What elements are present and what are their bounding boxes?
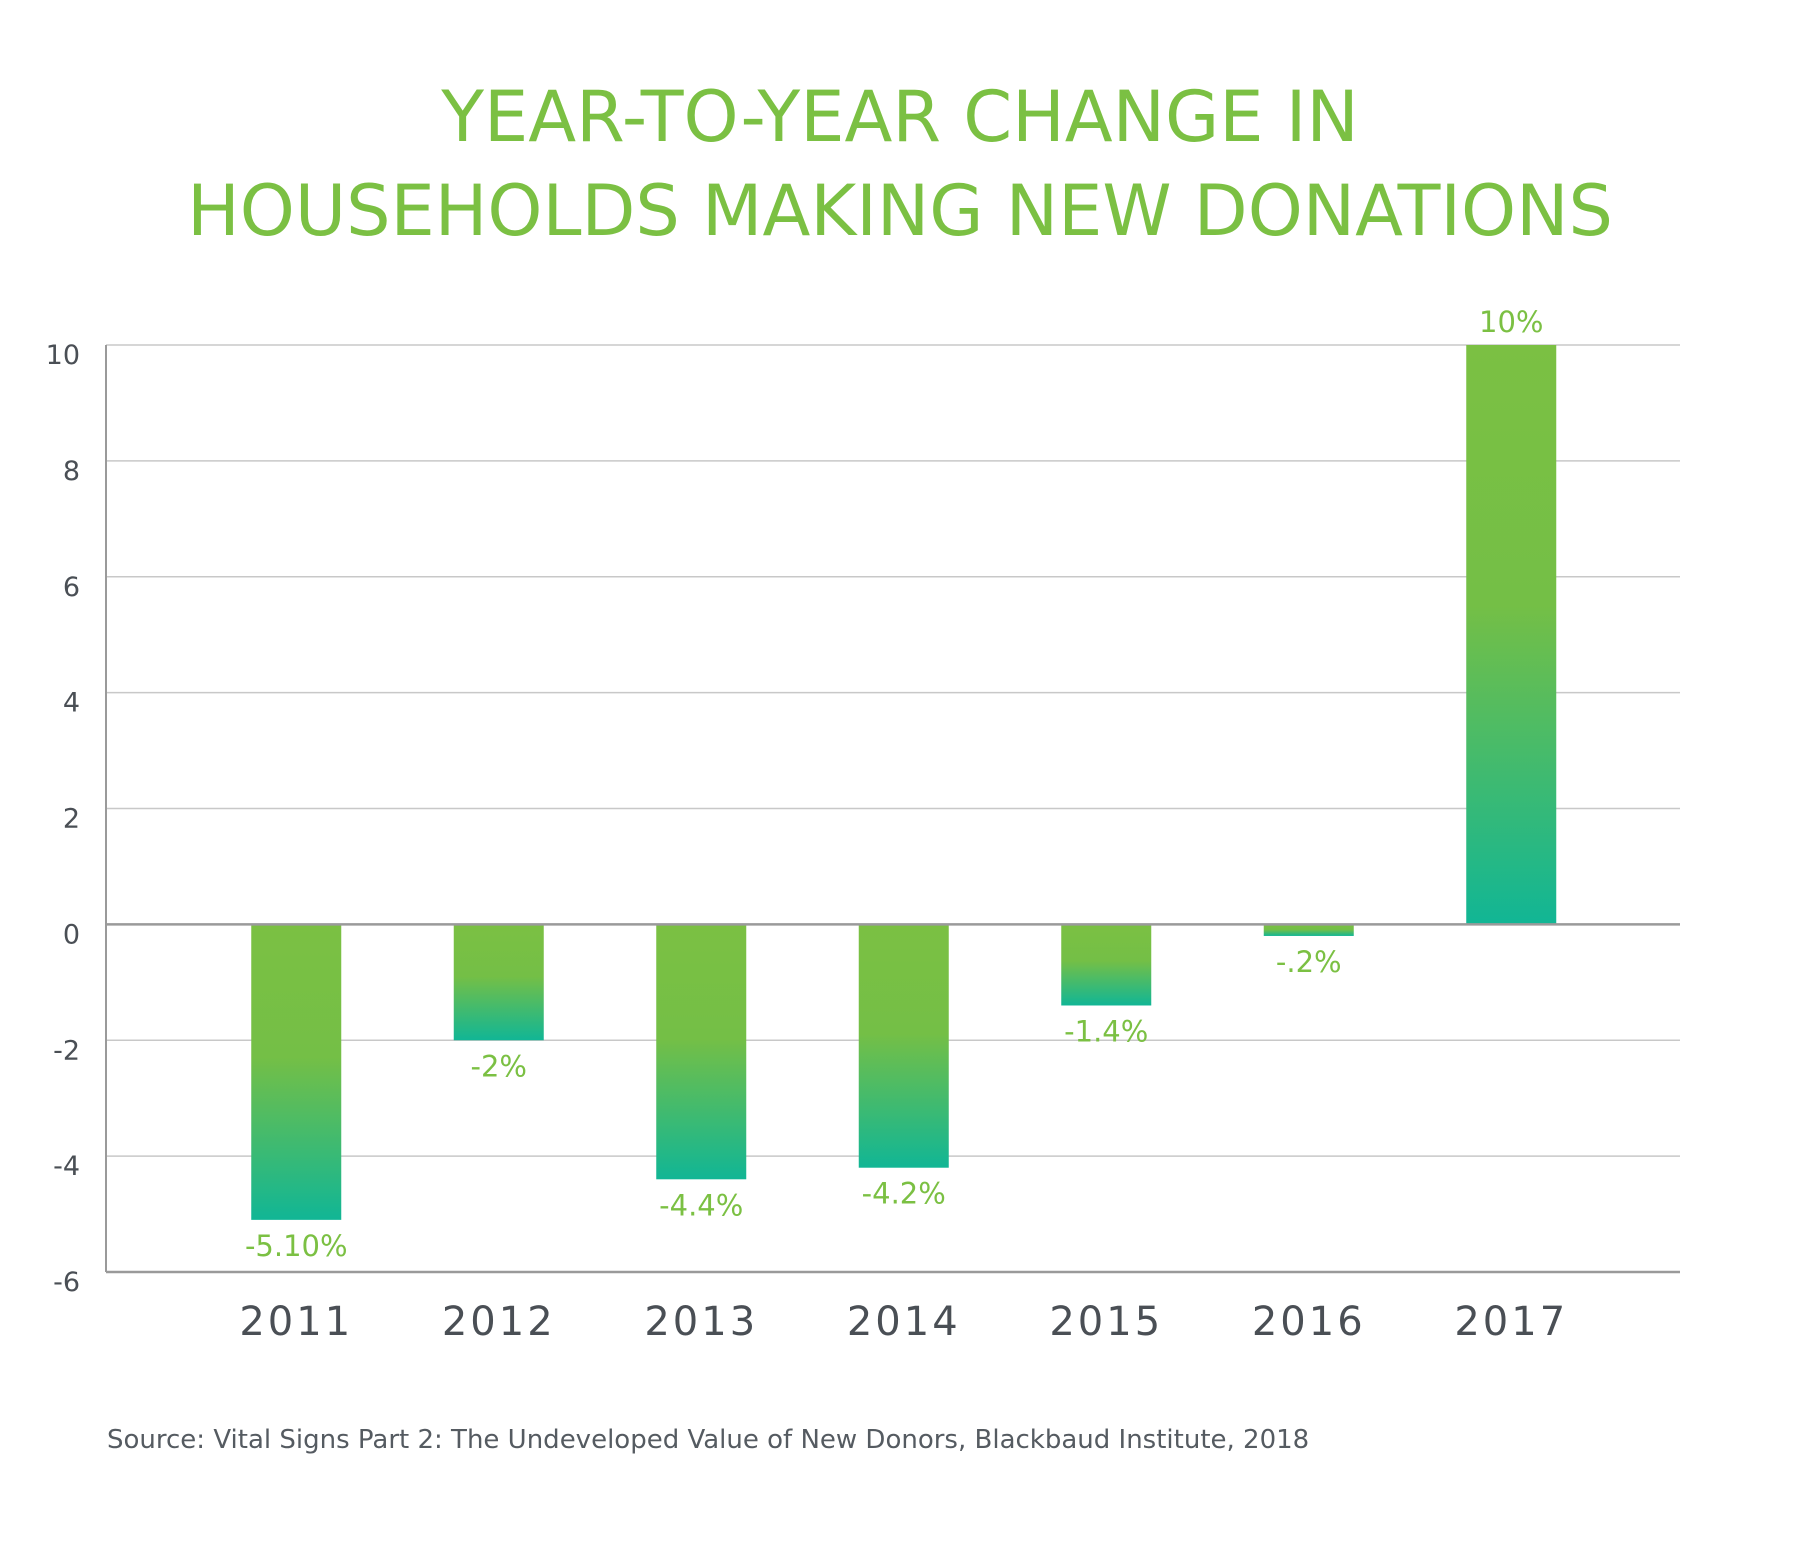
data-label: -.2% xyxy=(1276,945,1342,979)
x-tick-label: 2013 xyxy=(644,1299,758,1345)
y-tick-label: 4 xyxy=(63,688,80,719)
y-tick-label: 10 xyxy=(46,340,80,371)
bar-2012 xyxy=(453,924,544,1041)
data-labels: -5.10% -2% -4.4% -4.2% -1.4% -.2% 10% xyxy=(245,305,1544,1263)
axes xyxy=(105,345,1680,1274)
y-tick-label: -2 xyxy=(53,1035,80,1066)
chart-title-line-2: HOUSEHOLDS MAKING NEW DONATIONS xyxy=(187,170,1613,252)
data-label: -2% xyxy=(471,1049,527,1083)
x-tick-label: 2012 xyxy=(442,1299,556,1345)
data-label: -5.10% xyxy=(245,1229,348,1263)
x-tick-label: 2016 xyxy=(1252,1299,1366,1345)
y-axis-ticks: 10 8 6 4 2 0 -2 -4 -6 xyxy=(46,340,80,1298)
x-axis-ticks: 2011 2012 2013 2014 2015 2016 2017 xyxy=(239,1299,1568,1345)
bars xyxy=(251,345,1557,1220)
data-label: 10% xyxy=(1479,305,1543,339)
chart-title-line-1: YEAR-TO-YEAR CHANGE IN xyxy=(441,76,1359,158)
bar-2014 xyxy=(858,924,949,1168)
bar-2016 xyxy=(1263,924,1354,936)
bar-2013 xyxy=(656,924,747,1180)
x-tick-label: 2011 xyxy=(239,1299,353,1345)
bar-2011 xyxy=(251,924,342,1220)
x-tick-label: 2014 xyxy=(847,1299,961,1345)
x-tick-label: 2015 xyxy=(1049,1299,1163,1345)
y-tick-label: -4 xyxy=(53,1151,80,1182)
bar-2017 xyxy=(1466,345,1557,925)
data-label: -4.2% xyxy=(862,1177,946,1211)
y-tick-label: 0 xyxy=(63,919,80,950)
source-note: Source: Vital Signs Part 2: The Undevelo… xyxy=(107,1425,1310,1455)
y-tick-label: 2 xyxy=(63,804,80,835)
y-tick-label: -6 xyxy=(53,1267,80,1298)
data-label: -1.4% xyxy=(1064,1014,1148,1048)
y-tick-label: 8 xyxy=(63,456,80,487)
x-tick-label: 2017 xyxy=(1454,1299,1568,1345)
data-label: -4.4% xyxy=(659,1188,743,1222)
bar-2015 xyxy=(1061,924,1152,1006)
chart-title: YEAR-TO-YEAR CHANGE IN HOUSEHOLDS MAKING… xyxy=(0,70,1800,258)
y-tick-label: 6 xyxy=(63,572,80,603)
